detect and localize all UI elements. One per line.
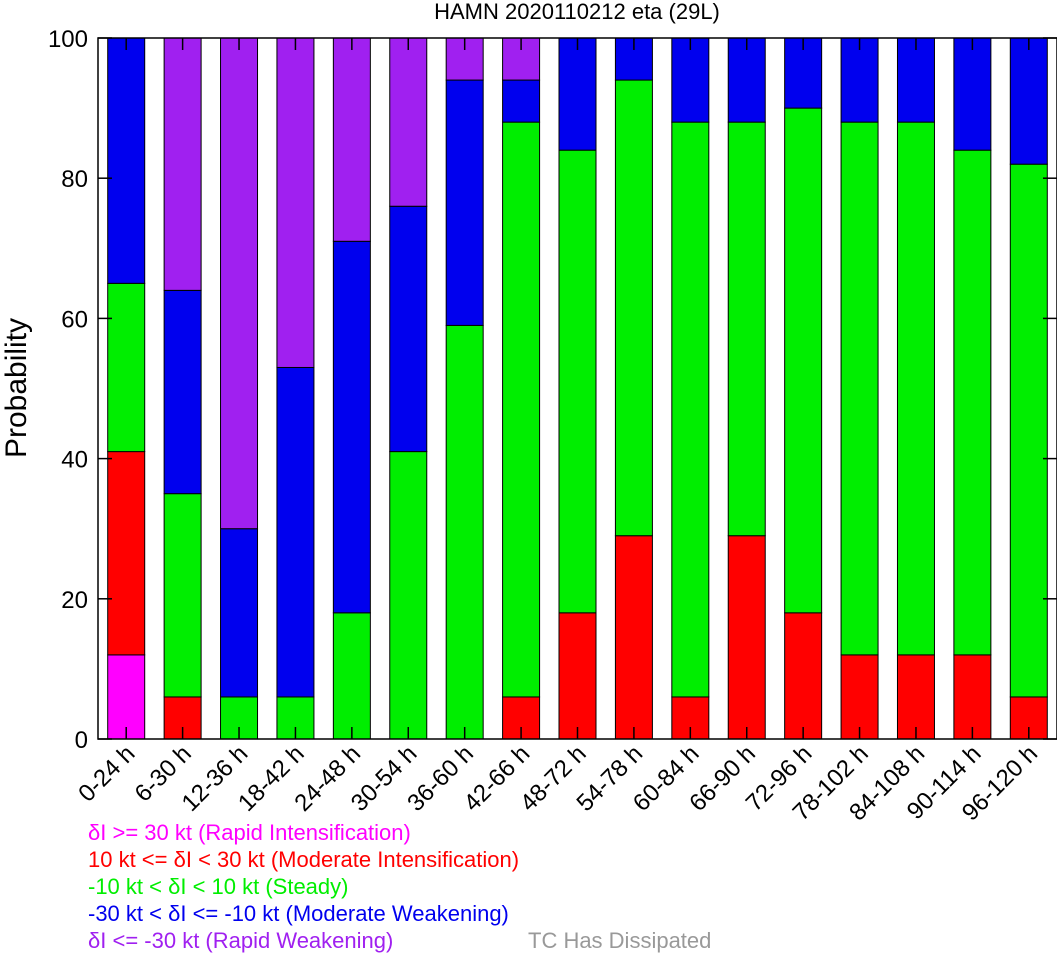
bar-segment-6-4	[445, 37, 484, 81]
bar-segment-8-2	[558, 149, 597, 614]
bar-segment-6-3	[445, 79, 484, 326]
bar-segment-11-1	[727, 535, 766, 740]
bar-segment-3-3	[276, 366, 315, 698]
bar-segment-5-2	[389, 451, 428, 740]
y-ticks-group: 0 20 40 60 80 100	[48, 26, 1057, 754]
bar-segment-6-2	[445, 324, 484, 740]
bar-segment-5-3	[389, 205, 428, 453]
bar-segment-2-4	[220, 37, 259, 530]
legend-entry: δI >= 30 kt (Rapid Intensification)	[88, 820, 411, 845]
bar-segment-12-2	[784, 107, 823, 614]
bar-segment-14-2	[896, 121, 935, 656]
bar-segment-13-3	[840, 37, 879, 123]
y-tick-label: 40	[61, 447, 88, 474]
bar-segment-13-1	[840, 654, 879, 740]
bar-segment-1-3	[163, 289, 202, 495]
bar-segment-15-2	[953, 149, 992, 656]
bar-segment-15-3	[953, 37, 992, 151]
bar-segment-11-2	[727, 121, 766, 537]
bar-segment-1-2	[163, 493, 202, 698]
bar-segment-7-2	[502, 121, 541, 698]
legend-entry: 10 kt <= δI < 30 kt (Moderate Intensific…	[88, 847, 520, 872]
bar-segment-3-4	[276, 37, 315, 368]
bar-segment-0-0	[107, 654, 146, 740]
legend-entry-dissipated: TC Has Dissipated	[528, 928, 712, 953]
bar-segment-10-2	[671, 121, 710, 698]
legend-entry: δI <= -30 kt (Rapid Weakening)	[88, 928, 394, 953]
bar-segment-14-3	[896, 37, 935, 123]
bar-segment-4-4	[332, 37, 371, 242]
legend-entry: -10 kt < δI < 10 kt (Steady)	[88, 874, 349, 899]
bar-segment-12-1	[784, 612, 823, 740]
bar-segment-4-3	[332, 240, 371, 614]
bar-segment-11-3	[727, 37, 766, 123]
bar-segment-8-3	[558, 37, 597, 151]
bar-segment-7-3	[502, 79, 541, 123]
chart-title: HAMN 2020110212 eta (29L)	[434, 0, 720, 24]
y-tick-label: 100	[48, 26, 88, 53]
y-tick-label: 20	[61, 587, 88, 614]
bar-segment-15-1	[953, 654, 992, 740]
bars-group	[107, 37, 1048, 740]
bar-segment-0-2	[107, 282, 146, 453]
y-tick-label: 60	[61, 306, 88, 333]
legend-entry: -30 kt < δI <= -10 kt (Moderate Weakenin…	[88, 901, 509, 926]
y-axis-label: Probability	[0, 318, 33, 458]
bar-segment-0-3	[107, 37, 146, 284]
bar-segment-4-2	[332, 612, 371, 740]
bar-segment-9-2	[614, 79, 653, 537]
y-tick-label: 80	[61, 166, 88, 193]
bar-segment-0-1	[107, 451, 146, 656]
bar-segment-2-3	[220, 528, 259, 698]
bar-segment-5-4	[389, 37, 428, 207]
bar-segment-9-1	[614, 535, 653, 740]
bar-segment-12-3	[784, 37, 823, 109]
bar-segment-16-2	[1009, 163, 1048, 698]
bar-segment-13-2	[840, 121, 879, 656]
y-tick-label: 0	[75, 727, 88, 754]
bar-segment-14-1	[896, 654, 935, 740]
bar-segment-8-1	[558, 612, 597, 740]
bar-segment-16-3	[1009, 37, 1048, 165]
bar-segment-1-4	[163, 37, 202, 291]
bar-segment-10-3	[671, 37, 710, 123]
